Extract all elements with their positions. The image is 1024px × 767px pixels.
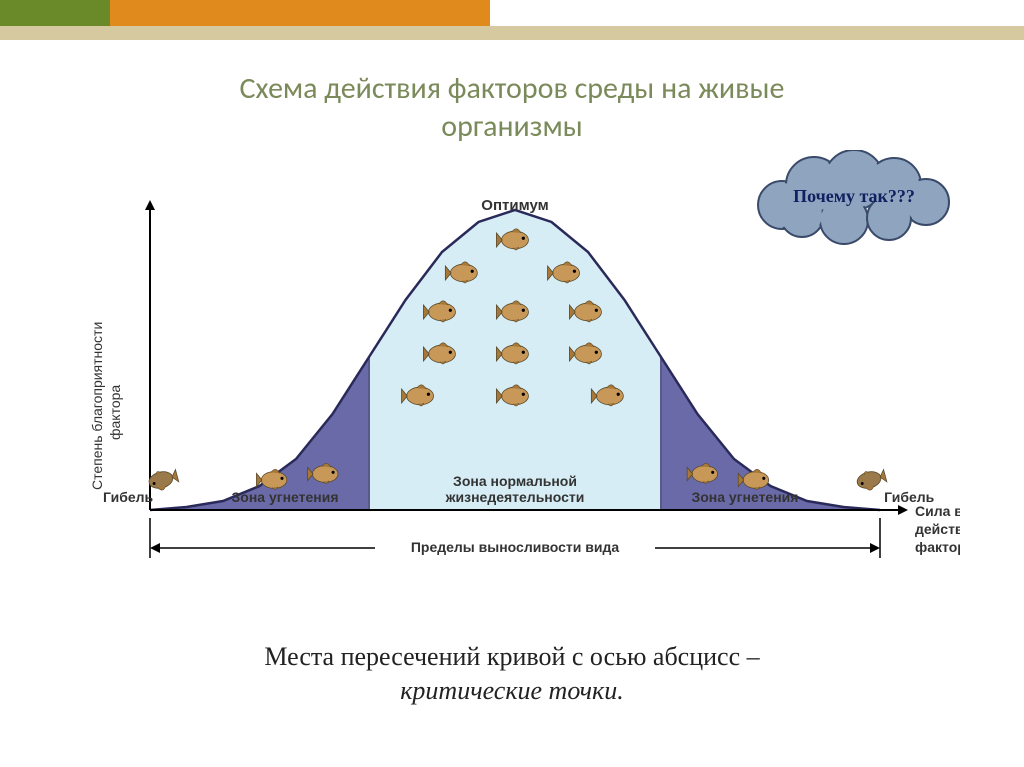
slide-caption: Места пересечений кривой с осью абсцисс … bbox=[0, 640, 1024, 708]
topbar-seg-1 bbox=[0, 0, 110, 26]
fish-icon bbox=[855, 467, 888, 493]
label-suppress-left: Зона угнетения bbox=[232, 489, 339, 505]
label-suppress-right: Зона угнетения bbox=[691, 489, 798, 505]
label-death-left: Гибель bbox=[103, 489, 154, 505]
slide-under-bar bbox=[0, 26, 1024, 40]
caption-em: критические точки. bbox=[400, 676, 623, 705]
slide-top-bar bbox=[0, 0, 1024, 26]
label-limits: Пределы выносливости вида bbox=[411, 539, 620, 555]
title-line2: организмы bbox=[441, 108, 582, 145]
y-axis-label-2: фактора bbox=[107, 385, 123, 440]
x-axis-label-1: Сила воз- bbox=[915, 503, 960, 519]
label-zone-normal-1: Зона нормальной bbox=[453, 473, 577, 489]
title-line1: Схема действия факторов среды на живые bbox=[240, 70, 785, 107]
caption-text: Места пересечений кривой с осью абсцисс … bbox=[264, 642, 759, 671]
label-zone-normal-2: жизнедеятельности bbox=[445, 489, 585, 505]
slide-title: Схема действия факторов среды на живые о… bbox=[0, 70, 1024, 145]
topbar-seg-2 bbox=[110, 0, 490, 26]
x-axis-label-2: действия bbox=[915, 521, 960, 537]
label-optimum: Оптимум bbox=[481, 197, 548, 214]
y-axis-label-1: Степень благоприятности bbox=[89, 322, 105, 490]
topbar-seg-3 bbox=[490, 0, 1024, 26]
tolerance-diagram: Оптимум Зона нормальнойжизнедеятельности З… bbox=[60, 190, 960, 610]
x-axis-label-3: фактора bbox=[915, 539, 960, 555]
